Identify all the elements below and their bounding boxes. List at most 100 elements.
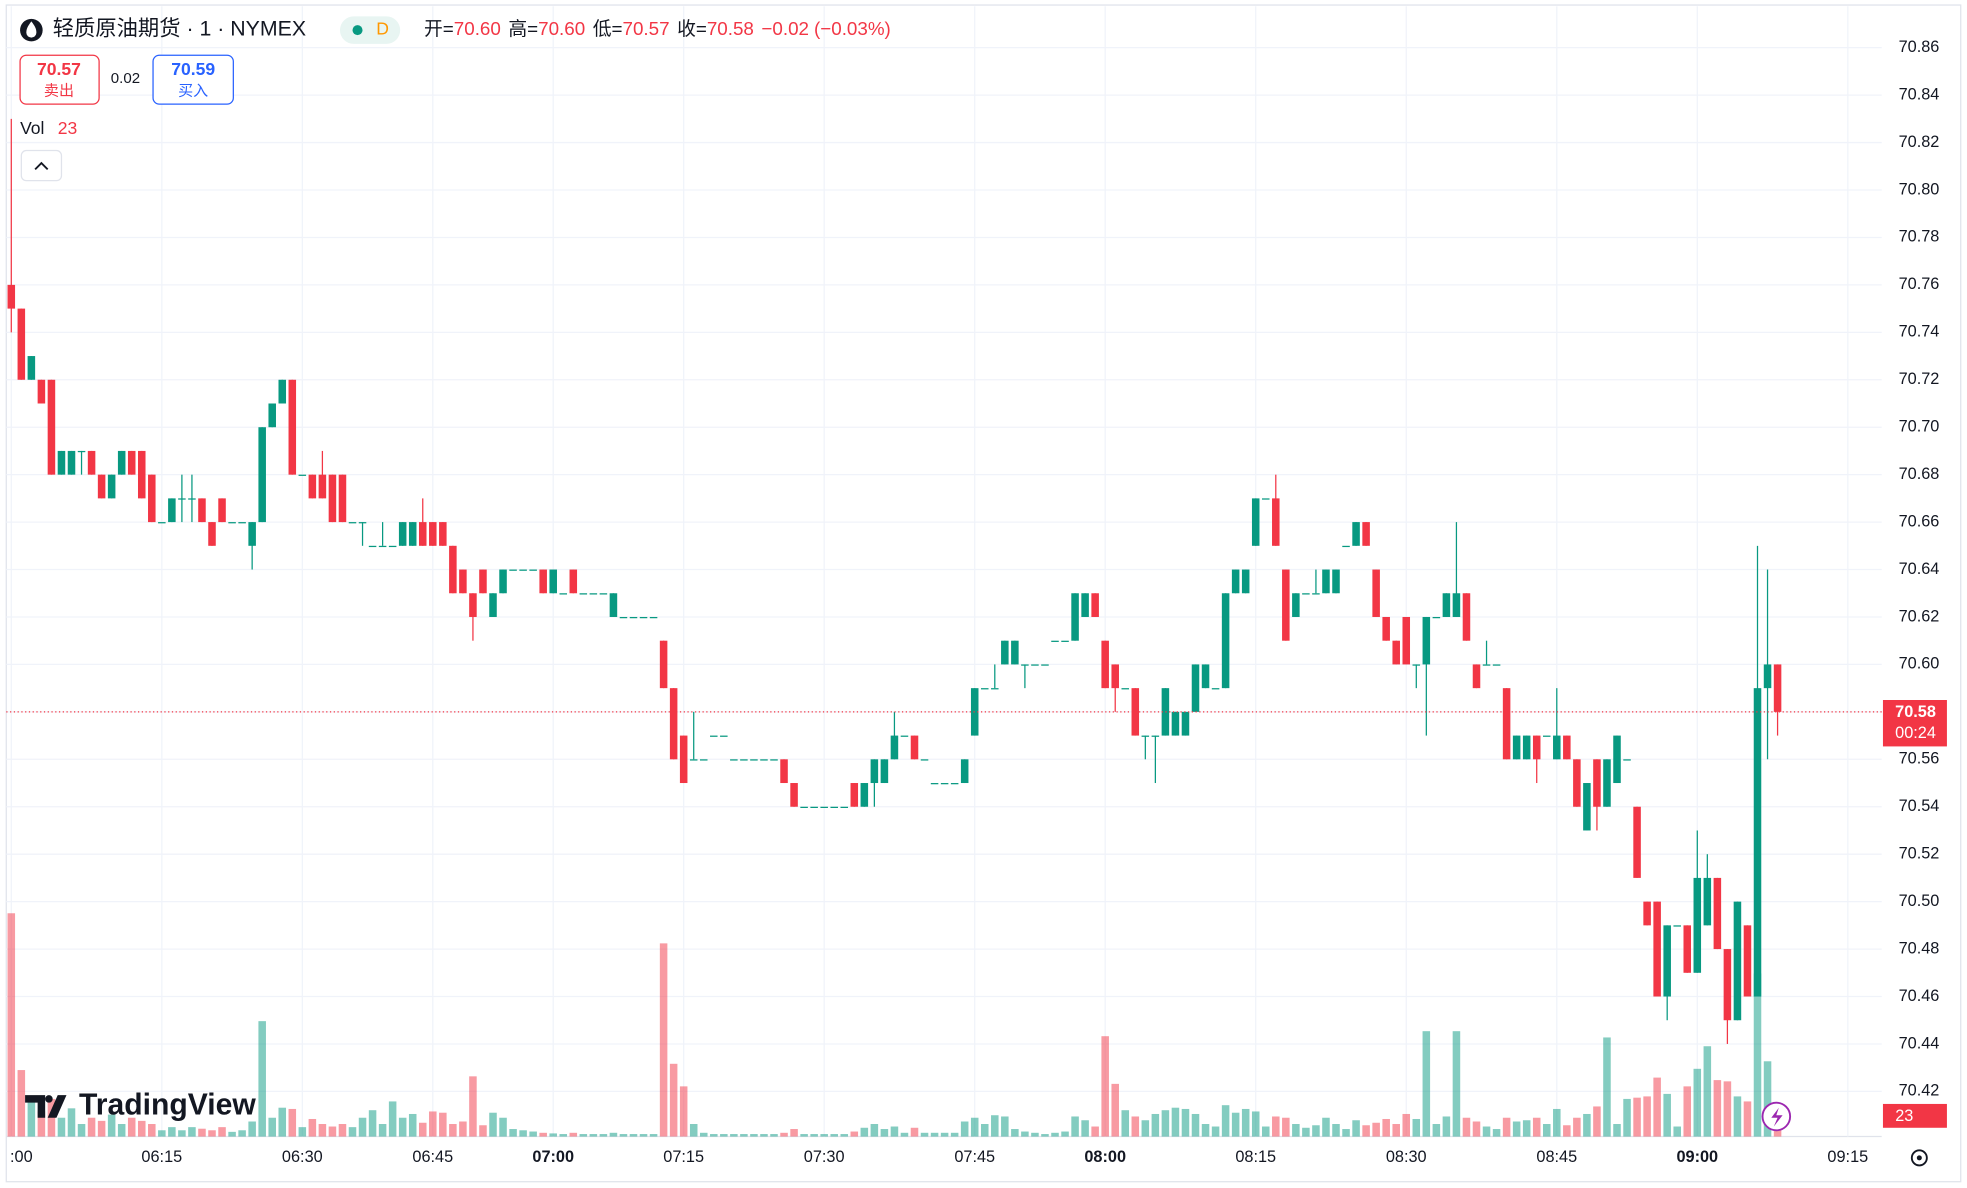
volume-bar bbox=[228, 1131, 236, 1137]
candle-body bbox=[368, 545, 377, 548]
candle-body bbox=[1773, 664, 1782, 712]
candle-body bbox=[17, 308, 26, 380]
volume-bar bbox=[368, 1110, 377, 1137]
candle-body bbox=[599, 593, 608, 595]
candle-body bbox=[1663, 925, 1671, 997]
volume-bar bbox=[67, 1108, 76, 1137]
candle-body bbox=[619, 616, 628, 619]
candle-body bbox=[198, 498, 206, 523]
candle-body bbox=[37, 379, 46, 404]
candle-body bbox=[1603, 759, 1611, 807]
y-tick-label: 70.68 bbox=[1899, 465, 1940, 483]
candle-body bbox=[137, 450, 146, 499]
volume-bar bbox=[1051, 1132, 1059, 1137]
x-tick-label: 08:45 bbox=[1536, 1148, 1577, 1166]
settings-icon[interactable] bbox=[1910, 1149, 1928, 1167]
candle-body bbox=[1081, 593, 1089, 617]
collapse-button[interactable] bbox=[20, 149, 63, 182]
volume-bar bbox=[760, 1134, 768, 1137]
volume-bar bbox=[1061, 1131, 1069, 1137]
countdown: 00:24 bbox=[1895, 724, 1936, 742]
candle-body bbox=[348, 522, 357, 524]
volume-bar bbox=[1542, 1124, 1551, 1137]
candle-body bbox=[158, 522, 166, 524]
x-tick-label: 06:45 bbox=[412, 1148, 453, 1166]
volume-bar bbox=[519, 1130, 527, 1137]
volume-bar bbox=[850, 1131, 859, 1137]
market-status[interactable] bbox=[339, 16, 401, 44]
volume-bar bbox=[699, 1132, 708, 1137]
volume-bar bbox=[1653, 1077, 1661, 1137]
candle-body bbox=[408, 522, 417, 546]
candle-body bbox=[649, 616, 658, 619]
candle-body bbox=[228, 522, 236, 524]
candle-body bbox=[1522, 735, 1531, 760]
candle-body bbox=[750, 759, 758, 761]
volume-bar bbox=[1141, 1120, 1150, 1137]
volume-value: 23 bbox=[58, 118, 78, 138]
candle-body bbox=[1111, 664, 1119, 689]
volume-bar bbox=[529, 1131, 537, 1137]
volume-bar bbox=[168, 1127, 176, 1137]
y-tick-label: 70.74 bbox=[1899, 323, 1940, 341]
candle-body bbox=[730, 759, 738, 761]
candle-body bbox=[1763, 664, 1772, 689]
buy-button[interactable] bbox=[152, 54, 234, 105]
candle-body bbox=[1402, 616, 1411, 665]
candle-body bbox=[378, 545, 387, 548]
volume-bar bbox=[1352, 1120, 1360, 1137]
legend-key: 高= bbox=[508, 18, 538, 39]
candle-body bbox=[950, 783, 959, 785]
candle-body bbox=[1613, 735, 1621, 784]
volume-bar bbox=[1031, 1132, 1039, 1137]
volume-bar bbox=[278, 1107, 287, 1137]
volume-bar bbox=[37, 1111, 46, 1137]
y-tick-label: 70.56 bbox=[1899, 750, 1940, 768]
y-tick-label: 70.42 bbox=[1899, 1082, 1940, 1100]
volume-bar bbox=[1422, 1031, 1431, 1137]
volume-bar bbox=[298, 1127, 307, 1137]
axes: 70.42 70.44 70.46 70.48 70.50 70.52 70.54 70.56… bbox=[6, 38, 1939, 1166]
y-tick-label: 70.48 bbox=[1899, 939, 1940, 957]
candle-body bbox=[529, 569, 537, 571]
candle-body bbox=[1121, 688, 1130, 690]
volume-bar bbox=[1021, 1131, 1029, 1137]
candle-body bbox=[1462, 593, 1471, 641]
volume-bar bbox=[1221, 1105, 1230, 1137]
sell-button[interactable] bbox=[19, 54, 100, 105]
candle-body bbox=[1432, 616, 1441, 619]
candle-body bbox=[850, 783, 859, 807]
y-tick-label: 70.64 bbox=[1899, 560, 1940, 578]
volume-bar bbox=[629, 1134, 638, 1137]
candle-body bbox=[539, 569, 547, 594]
volume-bar bbox=[469, 1076, 477, 1137]
candle-body bbox=[1753, 688, 1762, 997]
candle-body bbox=[318, 474, 327, 499]
candle-body bbox=[559, 593, 568, 595]
candle-body bbox=[1623, 759, 1631, 761]
candle-body bbox=[1011, 640, 1019, 665]
candle-body bbox=[398, 522, 407, 546]
volume-bar bbox=[127, 1117, 136, 1137]
candle-body bbox=[1231, 569, 1240, 594]
volume-bar bbox=[1181, 1108, 1190, 1137]
volume-bar bbox=[960, 1121, 969, 1137]
volume-bar bbox=[609, 1132, 618, 1137]
volume-bar bbox=[1131, 1116, 1140, 1137]
volume-bar bbox=[1241, 1108, 1250, 1137]
volume-bar bbox=[7, 913, 16, 1137]
volume-bar bbox=[1292, 1124, 1300, 1137]
interval-badge: D bbox=[376, 19, 389, 39]
candle-body bbox=[47, 379, 56, 475]
volume-bar bbox=[318, 1124, 327, 1137]
candle-body bbox=[449, 545, 457, 594]
candle-body bbox=[890, 735, 899, 760]
candle-body bbox=[1041, 664, 1049, 666]
candle-body bbox=[569, 569, 578, 594]
settings-dot bbox=[1916, 1155, 1922, 1161]
volume-bar bbox=[509, 1129, 517, 1137]
volume-bar bbox=[810, 1134, 818, 1137]
volume-bar bbox=[1161, 1110, 1170, 1137]
symbol-title[interactable]: 轻质原油期货 · 1 · NYMEX bbox=[53, 17, 306, 41]
